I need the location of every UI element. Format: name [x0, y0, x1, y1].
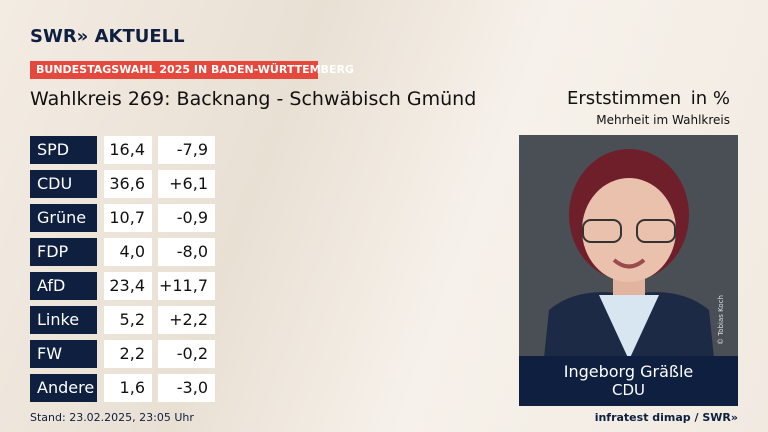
subtitle: Mehrheit im Wahlkreis [596, 113, 730, 127]
vote-change: +11,7 [158, 272, 215, 300]
vote-share: 16,4 [104, 136, 152, 164]
winner-name: Ingeborg Gräßle [563, 362, 694, 381]
vote-change: +2,2 [158, 306, 215, 334]
photo-illustration [519, 135, 738, 406]
party-label: FDP [30, 238, 97, 266]
brand: SWR» AKTUELL [30, 26, 185, 47]
unit: in % [690, 88, 730, 109]
party-label: Grüne [30, 204, 97, 232]
vote-change: -7,9 [158, 136, 215, 164]
party-label: Andere [30, 374, 97, 402]
vote-change: +6,1 [158, 170, 215, 198]
winner-party: CDU [611, 381, 645, 399]
candidate-photo: © Tobias Koch Ingeborg Gräßle CDU [519, 135, 738, 406]
stand: Stand: 23.02.2025, 23:05 Uhr [30, 411, 194, 424]
vote-share: 1,6 [104, 374, 152, 402]
vote-share: 23,4 [104, 272, 152, 300]
vote-change: -0,9 [158, 204, 215, 232]
winner-box: Ingeborg Gräßle CDU [519, 356, 738, 406]
vote-share: 5,2 [104, 306, 152, 334]
party-label: SPD [30, 136, 97, 164]
party-label: FW [30, 340, 97, 368]
measure: Erststimmen [567, 88, 682, 109]
party-label: Linke [30, 306, 97, 334]
vote-change: -8,0 [158, 238, 215, 266]
vote-share: 10,7 [104, 204, 152, 232]
vote-change: -3,0 [158, 374, 215, 402]
vote-share: 2,2 [104, 340, 152, 368]
title: Wahlkreis 269: Backnang - Schwäbisch Gmü… [30, 88, 477, 110]
badge: BUNDESTAGSWAHL 2025 IN BADEN-WÜRTTEMBERG [30, 61, 354, 79]
vote-share: 4,0 [104, 238, 152, 266]
source: infratest dimap / SWR» [594, 411, 738, 424]
vote-share: 36,6 [104, 170, 152, 198]
photo-credit: © Tobias Koch [717, 295, 725, 345]
vote-change: -0,2 [158, 340, 215, 368]
party-label: CDU [30, 170, 97, 198]
party-label: AfD [30, 272, 97, 300]
